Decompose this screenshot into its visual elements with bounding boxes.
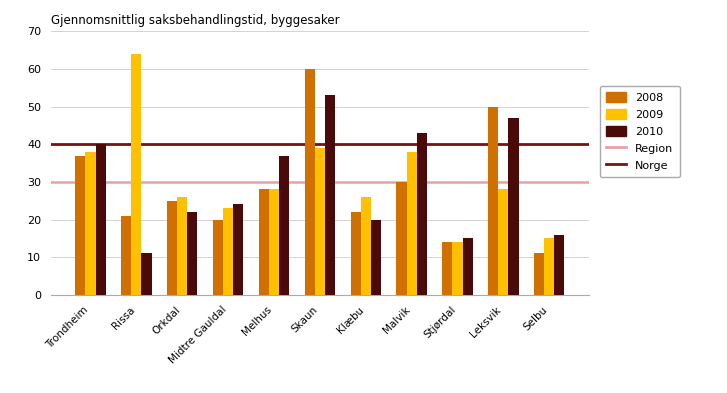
- Bar: [489, 107, 498, 295]
- Bar: [167, 201, 177, 295]
- Bar: [76, 156, 86, 295]
- Bar: [462, 238, 473, 295]
- Bar: [350, 212, 361, 295]
- Bar: [279, 156, 289, 295]
- Bar: [406, 152, 417, 295]
- Bar: [545, 238, 554, 295]
- Bar: [325, 95, 335, 295]
- Bar: [233, 204, 244, 295]
- Bar: [177, 197, 188, 295]
- Bar: [508, 118, 518, 295]
- Legend: 2008, 2009, 2010, Region, Norge: 2008, 2009, 2010, Region, Norge: [600, 86, 680, 177]
- Bar: [121, 216, 132, 295]
- Bar: [498, 189, 508, 295]
- Bar: [396, 182, 406, 295]
- Bar: [554, 235, 564, 295]
- Bar: [269, 189, 279, 295]
- Bar: [361, 197, 371, 295]
- Bar: [213, 220, 223, 295]
- Bar: [223, 208, 233, 295]
- Text: Gjennomsnittlig saksbehandlingstid, byggesaker: Gjennomsnittlig saksbehandlingstid, bygg…: [51, 15, 340, 28]
- Bar: [452, 242, 462, 295]
- Bar: [534, 253, 545, 295]
- Bar: [371, 220, 381, 295]
- Bar: [315, 148, 325, 295]
- Bar: [305, 69, 315, 295]
- Bar: [188, 212, 198, 295]
- Bar: [142, 253, 151, 295]
- Bar: [86, 152, 95, 295]
- Bar: [132, 54, 142, 295]
- Bar: [442, 242, 452, 295]
- Bar: [259, 189, 269, 295]
- Bar: [417, 133, 427, 295]
- Bar: [95, 144, 105, 295]
